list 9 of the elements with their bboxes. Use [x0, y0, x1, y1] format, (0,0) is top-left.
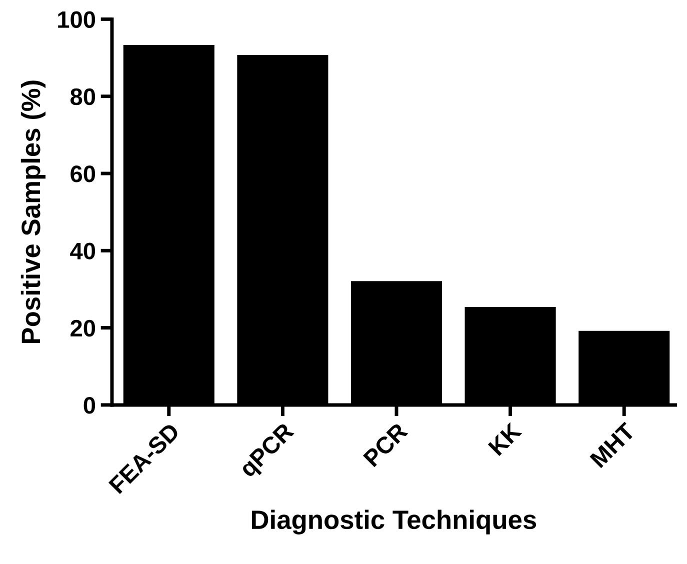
x-axis-title: Diagnostic Techniques	[252, 510, 536, 534]
y-tick-label: 60	[70, 166, 96, 182]
y-tick-label: 0	[84, 397, 96, 414]
y-tick-label: 80	[70, 88, 96, 106]
y-tick-label: 100	[58, 11, 96, 28]
y-tick-label: 20	[70, 320, 96, 337]
y-axis-title: Positive Samples (%)	[20, 80, 46, 344]
y-tick-label: 40	[70, 242, 96, 260]
x-tick-label: KK	[488, 422, 522, 456]
